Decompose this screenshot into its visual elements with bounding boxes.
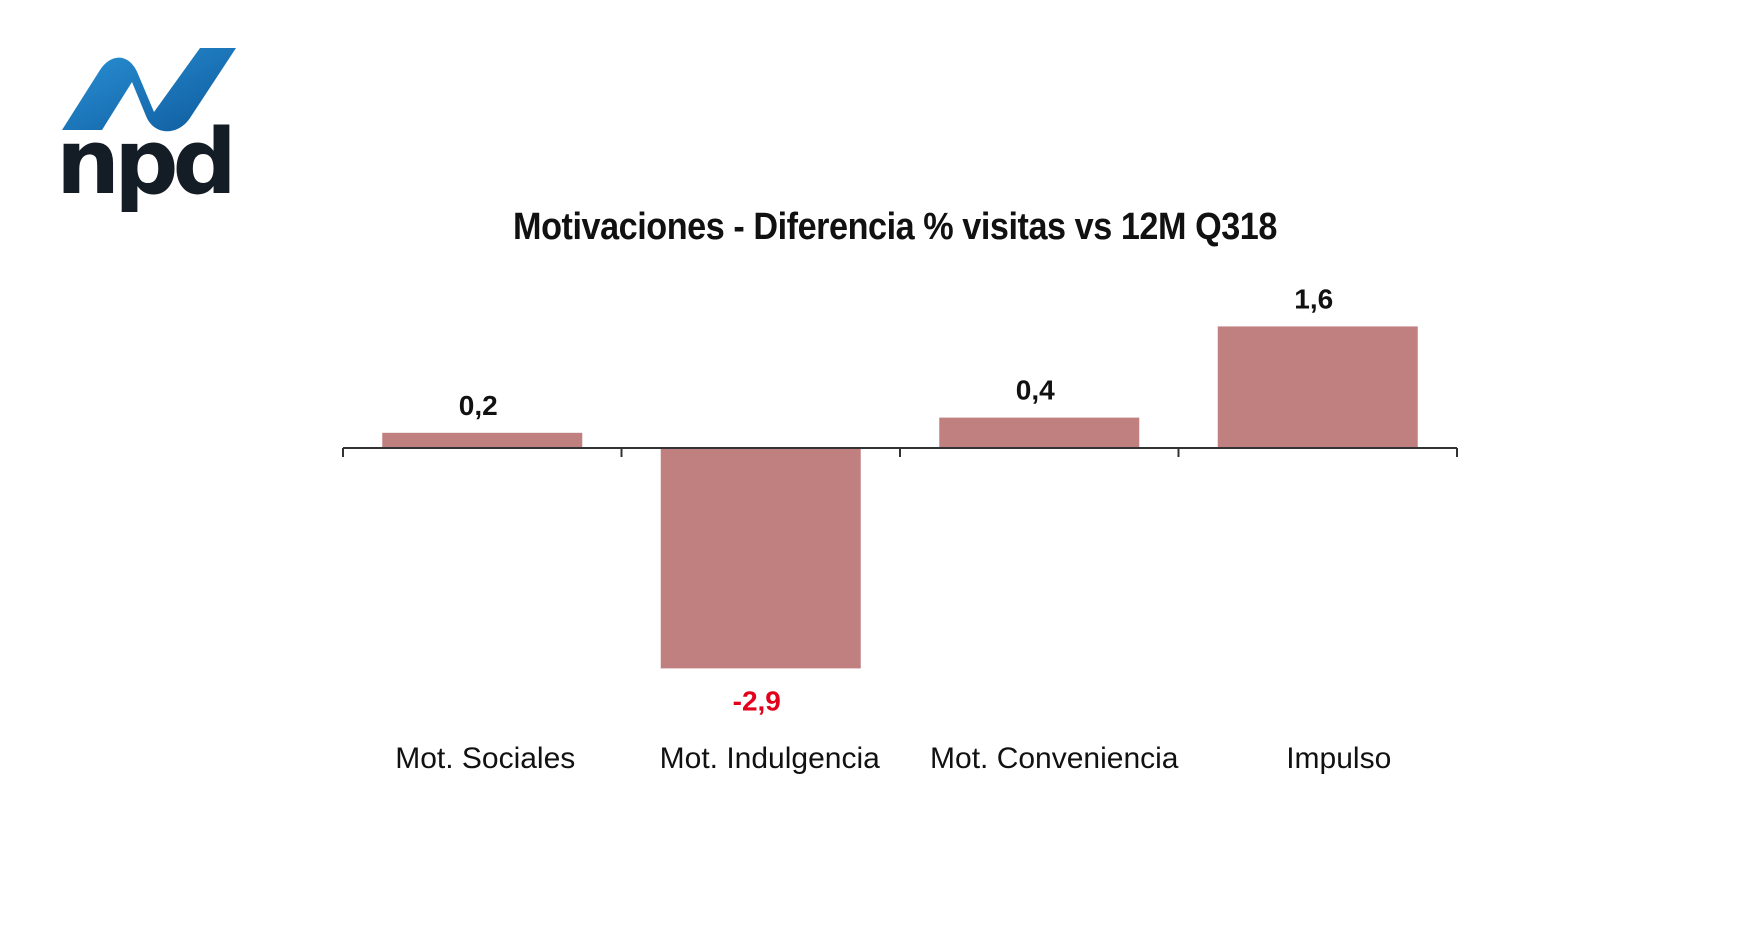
npd-logo: npd [50,40,250,240]
value-label: 1,6 [1294,283,1333,314]
category-label: Mot. Indulgencia [660,742,880,775]
bar-3 [1217,326,1418,448]
category-label: Mot. Sociales [395,742,575,775]
bar-1 [660,448,861,669]
logo-text: npd [56,110,237,215]
value-label: 0,2 [459,390,498,421]
chart-title: Motivaciones - Diferencia % visitas vs 1… [513,206,1277,248]
bar-2 [939,417,1140,448]
category-label: Mot. Conveniencia [930,742,1179,775]
value-label: 0,4 [1016,375,1055,406]
category-label: Impulso [1286,742,1391,775]
logo-swoosh-icon [62,48,236,132]
value-label: -2,9 [733,685,781,716]
bar-0 [382,432,583,448]
